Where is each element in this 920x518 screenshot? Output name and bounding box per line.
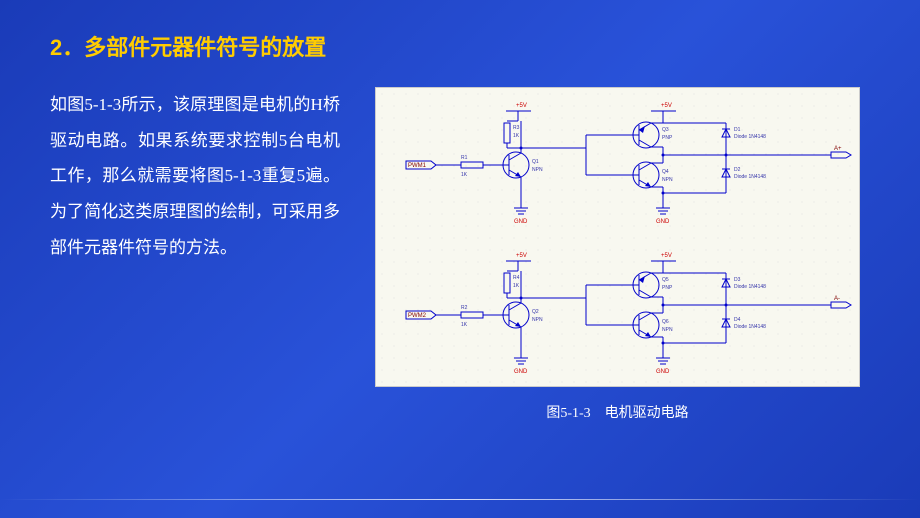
r3-val: 1K <box>513 133 520 139</box>
q4-npn: Q4 NPN <box>631 162 673 188</box>
q4-type: NPN <box>662 177 673 183</box>
svg-text:Diode 1N4148: Diode 1N4148 <box>734 324 766 330</box>
r-in <box>461 162 483 168</box>
divider-line <box>0 499 920 500</box>
q1-npn: Q1 NPN <box>501 152 543 178</box>
svg-text:+5V: +5V <box>516 253 527 259</box>
gnd-1: GND <box>514 208 528 225</box>
d1: D1 Diode 1N4148 <box>722 123 766 148</box>
circuit-top: +5V +5V PWM1 R1 1K <box>376 93 861 233</box>
content-row: 如图5-1-3所示，该原理图是电机的H桥驱动电路。如果系统要求控制5台电机工作，… <box>50 87 870 422</box>
d3: D3 Diode 1N4148 <box>722 273 766 298</box>
r-pull-2 <box>504 273 510 293</box>
q3-ref: Q3 <box>662 127 669 133</box>
svg-text:1K: 1K <box>461 322 468 328</box>
vcc-label-2: +5V <box>661 103 672 109</box>
gnd-2: GND <box>656 208 670 225</box>
r-in-ref: R1 <box>461 155 468 161</box>
d2-ref: D2 <box>734 167 741 173</box>
q5-pnp: Q5 PNP <box>631 272 673 298</box>
svg-text:NPN: NPN <box>532 317 543 323</box>
q6-npn: Q6 NPN <box>631 312 673 338</box>
q3-pnp: Q3 PNP <box>631 122 673 148</box>
gnd-label-1: GND <box>514 219 528 225</box>
d1-ref: D1 <box>734 127 741 133</box>
r-in-2 <box>461 312 483 318</box>
q2-npn: Q2 NPN <box>501 302 543 328</box>
svg-text:D4: D4 <box>734 317 741 323</box>
section-title: 2．多部件元器件符号的放置 <box>50 30 870 62</box>
svg-text:Q5: Q5 <box>662 277 669 283</box>
body-text: 如图5-1-3所示，该原理图是电机的H桥驱动电路。如果系统要求控制5台电机工作，… <box>50 87 340 422</box>
svg-text:R4: R4 <box>513 275 520 281</box>
svg-text:Diode 1N4148: Diode 1N4148 <box>734 284 766 290</box>
gnd-4: GND <box>656 358 670 375</box>
svg-text:GND: GND <box>656 369 670 375</box>
d2-val: Diode 1N4148 <box>734 174 766 180</box>
svg-text:Q6: Q6 <box>662 319 669 325</box>
svg-text:NPN: NPN <box>662 327 673 333</box>
svg-text:1K: 1K <box>513 283 520 289</box>
svg-text:GND: GND <box>514 369 528 375</box>
circuit-bottom: +5V +5V PWM2 R2 1K <box>376 243 861 383</box>
r3-ref: R3 <box>513 125 520 131</box>
figure-block: +5V +5V PWM1 R1 1K <box>365 87 870 422</box>
q3-type: PNP <box>662 135 673 141</box>
gnd-label-2: GND <box>656 219 670 225</box>
q1-ref: Q1 <box>532 159 539 165</box>
d1-val: Diode 1N4148 <box>734 134 766 140</box>
svg-text:R2: R2 <box>461 305 468 311</box>
gnd-3: GND <box>514 358 528 375</box>
figure-caption: 图5-1-3 电机驱动电路 <box>546 402 688 422</box>
out-port-2 <box>831 302 851 308</box>
svg-text:+5V: +5V <box>661 253 672 259</box>
d2: D2 Diode 1N4148 <box>722 163 766 188</box>
vcc-label: +5V <box>516 103 527 109</box>
out-label-1: A+ <box>834 146 842 152</box>
svg-text:PNP: PNP <box>662 285 673 291</box>
r-in-val: 1K <box>461 172 468 178</box>
d4: D4 Diode 1N4148 <box>722 313 766 338</box>
slide-container: 2．多部件元器件符号的放置 如图5-1-3所示，该原理图是电机的H桥驱动电路。如… <box>0 0 920 518</box>
q1-type: NPN <box>532 167 543 173</box>
svg-text:A-: A- <box>834 296 840 302</box>
svg-text:PWM2: PWM2 <box>408 313 427 319</box>
out-port-1 <box>831 152 851 158</box>
svg-text:Q2: Q2 <box>532 309 539 315</box>
schematic-image: +5V +5V PWM1 R1 1K <box>375 87 860 387</box>
q4-ref: Q4 <box>662 169 669 175</box>
svg-text:D3: D3 <box>734 277 741 283</box>
pwm-label: PWM1 <box>408 163 427 169</box>
r-pull <box>504 123 510 143</box>
